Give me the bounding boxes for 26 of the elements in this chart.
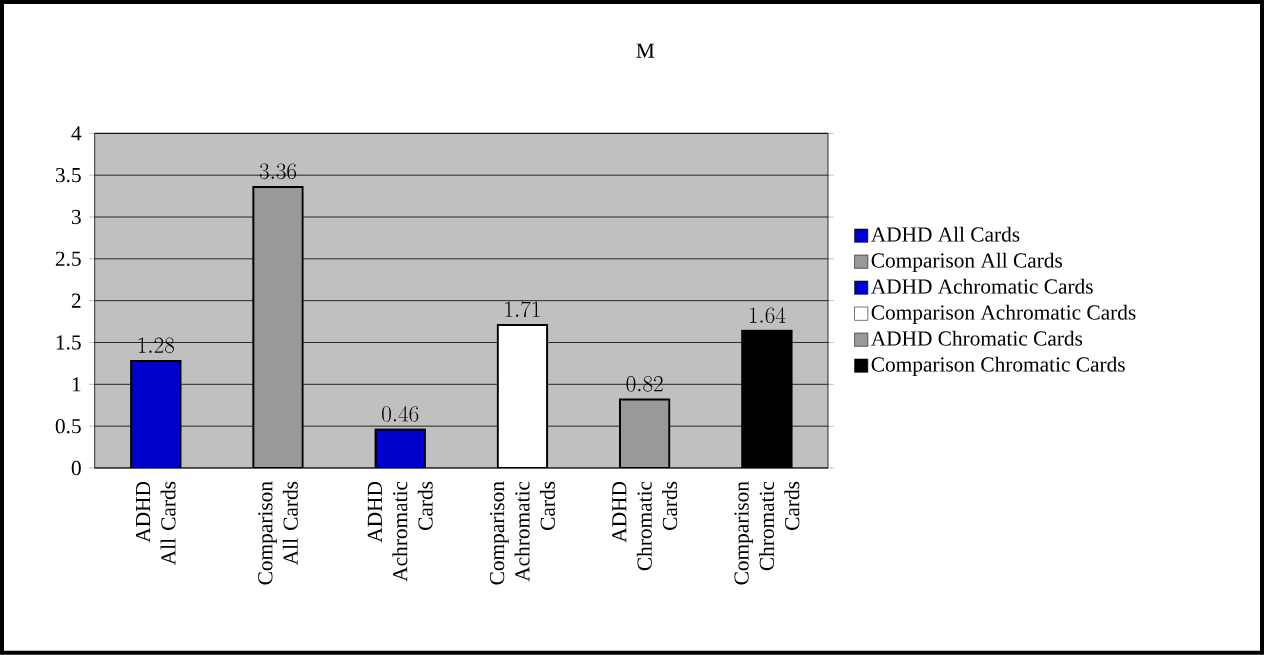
x-tick-label: Comparison Chromatic Cards: [734, 481, 800, 585]
x-tick-label: ADHD Chromatic Cards: [612, 481, 678, 571]
y-tick-label: 2.5: [55, 251, 81, 267]
x-tick-label: ADHD All Cards: [135, 482, 176, 566]
y-tick-label: 2: [71, 293, 81, 308]
legend-label: ADHD Chromatic Cards: [871, 330, 1083, 346]
data-label: 1 .64: [749, 307, 786, 324]
legend-label: ADHD Achromatic Cards: [871, 278, 1093, 294]
legend-label: Comparison Achromatic Cards: [871, 304, 1136, 325]
y-tick-label: 3: [71, 210, 81, 225]
legend-label: Comparison All Cards: [871, 252, 1062, 273]
data-label: 3.36: [259, 163, 297, 180]
x-tick-label: Comparison All Cards: [258, 481, 298, 585]
x-tick-label: ADHD Achromatic Cards: [367, 481, 433, 582]
chart-title: M: [636, 43, 655, 58]
x-tick-label: Comparison Achromatic Cards: [489, 481, 555, 585]
y-tick-label: 4: [71, 126, 82, 141]
y-tick-label: 0: [71, 460, 81, 476]
y-tick-label: 1.5: [56, 335, 81, 350]
legend-label: ADHD All Cards: [871, 226, 1020, 242]
y-tick-label: 3.5: [55, 168, 81, 183]
data-label: 1 .71: [505, 301, 540, 318]
data-label: 0.46: [382, 406, 419, 422]
y-tick-label: 0.5: [55, 419, 81, 434]
legend-label: Comparison Chromatic Cards: [871, 356, 1125, 377]
y-tick-label: 1: [72, 377, 81, 392]
